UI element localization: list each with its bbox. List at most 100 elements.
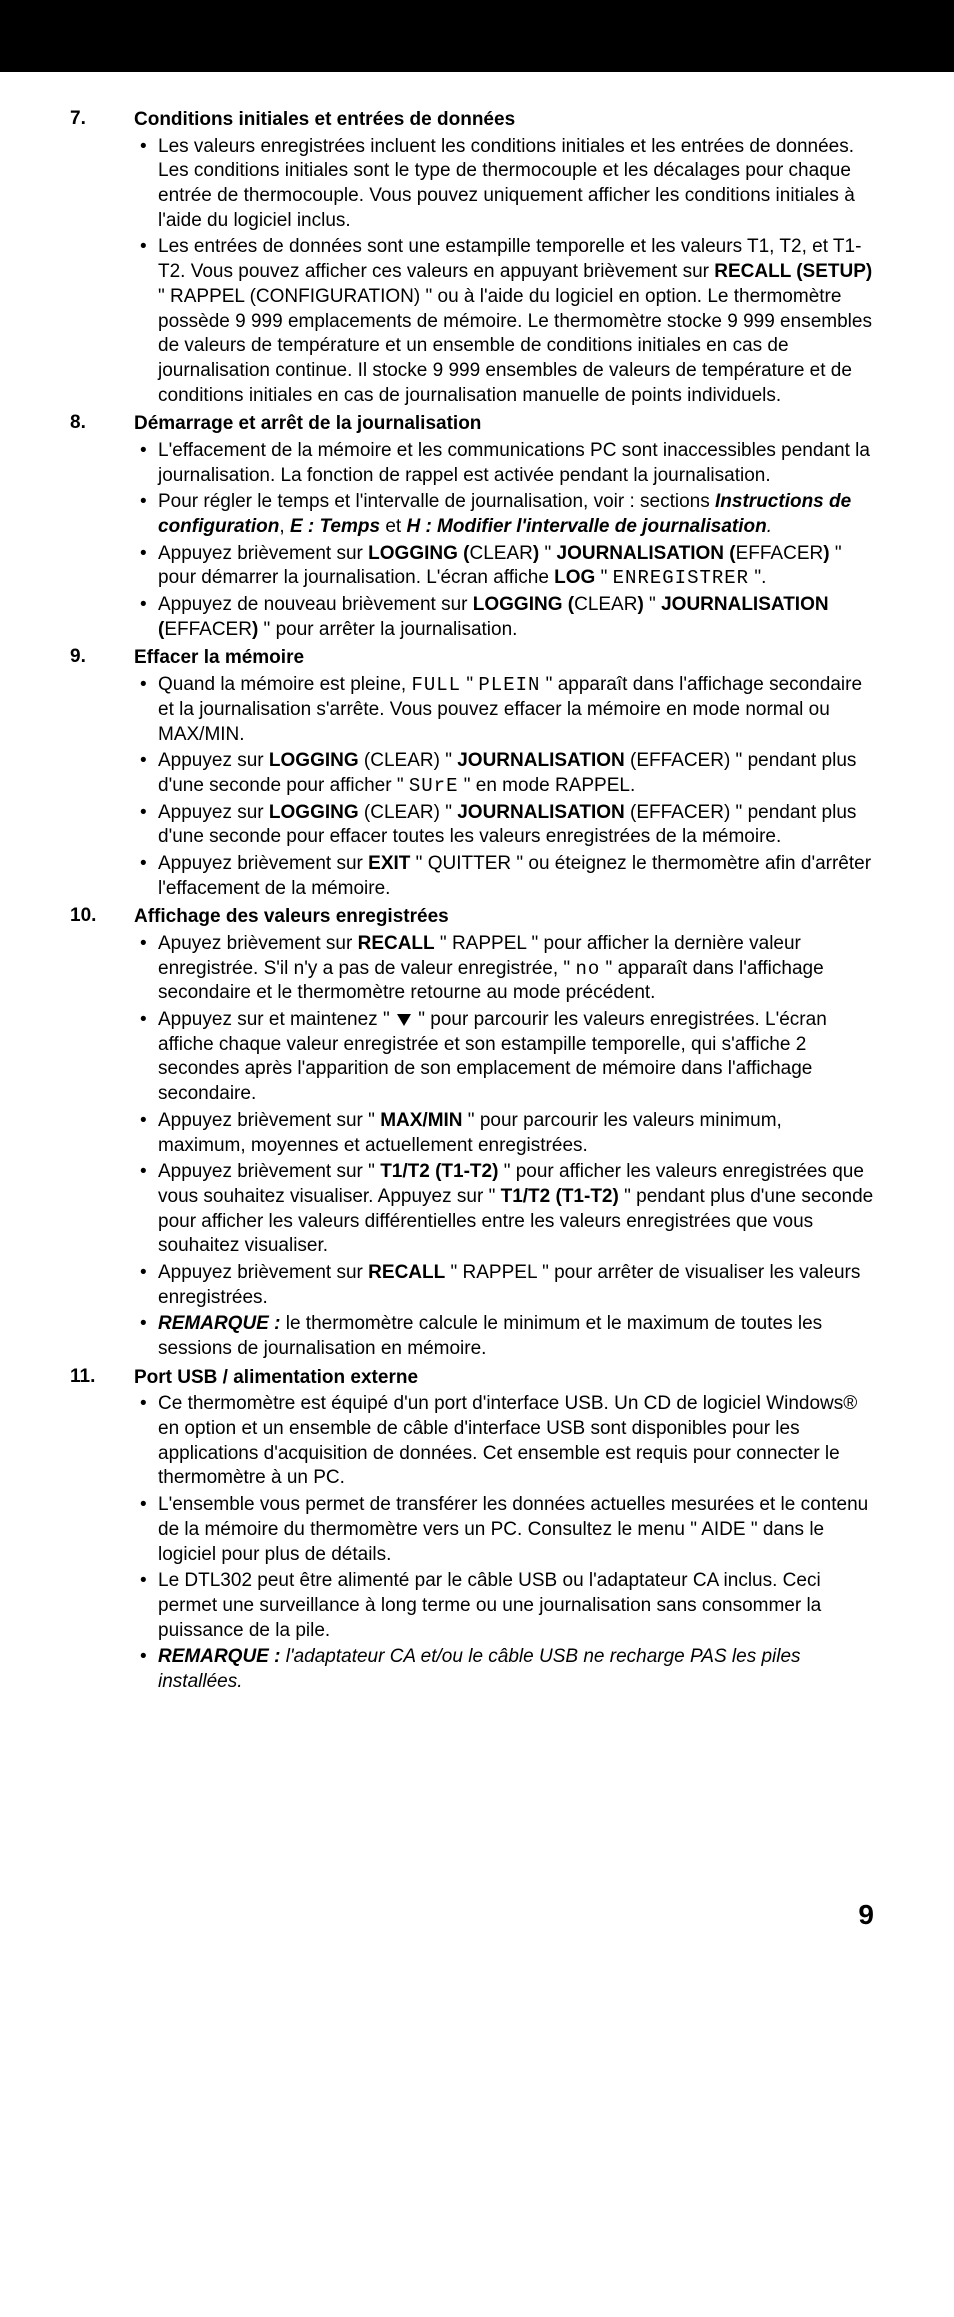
text-run: Appuyez brièvement sur " xyxy=(158,1161,380,1182)
text-run: H : Modifier l'intervalle de journalisat… xyxy=(406,516,766,537)
bullet-list: Ce thermomètre est équipé d'un port d'in… xyxy=(134,1392,874,1694)
text-run: LOGGING ( xyxy=(368,543,469,564)
section: 11.Port USB / alimentation externeCe the… xyxy=(70,1366,874,1697)
text-run: (CLEAR) " xyxy=(359,802,458,823)
text-run: " pour arrêter la journalisation. xyxy=(258,619,517,640)
text-run: FULL xyxy=(411,674,461,696)
text-run: L'effacement de la mémoire et les commun… xyxy=(158,440,870,486)
text-run: T1/T2 (T1-T2) xyxy=(380,1161,498,1182)
text-run: , xyxy=(279,516,290,537)
text-run: Appuyez brièvement sur xyxy=(158,543,368,564)
section-body: Port USB / alimentation externeCe thermo… xyxy=(134,1366,874,1697)
text-run: LOG xyxy=(554,567,595,588)
text-run: T1/T2 (T1-T2) xyxy=(501,1186,619,1207)
text-run: Appuyez brièvement sur xyxy=(158,1262,368,1283)
text-run: JOURNALISATION xyxy=(457,750,624,771)
text-run: Appuyez sur xyxy=(158,802,269,823)
text-run: Quand la mémoire est pleine, xyxy=(158,674,411,695)
section: 10.Affichage des valeurs enregistréesApu… xyxy=(70,905,874,1363)
bullet-item: Appuyez sur LOGGING (CLEAR) " JOURNALISA… xyxy=(158,749,874,798)
text-run: " en mode RAPPEL. xyxy=(458,775,635,796)
bullet-item: Appuyez de nouveau brièvement sur LOGGIN… xyxy=(158,593,874,642)
text-run: Les valeurs enregistrées incluent les co… xyxy=(158,136,855,231)
section-body: Affichage des valeurs enregistréesApuyez… xyxy=(134,905,874,1363)
text-run: RECALL xyxy=(368,1262,445,1283)
text-run: " xyxy=(461,674,478,695)
text-run: RECALL (SETUP) xyxy=(714,261,872,282)
section-number: 10. xyxy=(70,905,134,1363)
bullet-item: Quand la mémoire est pleine, FULL " PLEI… xyxy=(158,673,874,747)
section: 7.Conditions initiales et entrées de don… xyxy=(70,108,874,410)
bullet-item: Le DTL302 peut être alimenté par le câbl… xyxy=(158,1569,874,1643)
text-run: Appuyez brièvement sur xyxy=(158,853,368,874)
text-run: LOGGING ( xyxy=(473,594,574,615)
text-run: . xyxy=(767,516,772,537)
section-number: 8. xyxy=(70,412,134,644)
bullet-item: Appuyez brièvement sur " T1/T2 (T1-T2) "… xyxy=(158,1160,874,1259)
bullet-item: Appuyez brièvement sur " MAX/MIN " pour … xyxy=(158,1109,874,1158)
bullet-item: Les entrées de données sont une estampil… xyxy=(158,235,874,408)
text-run: " xyxy=(595,567,612,588)
bullet-list: Apuyez brièvement sur RECALL " RAPPEL " … xyxy=(134,932,874,1362)
section-number: 9. xyxy=(70,646,134,903)
text-run: SUrE xyxy=(409,775,459,797)
text-run: LOGGING xyxy=(269,802,359,823)
bullet-item: Apuyez brièvement sur RECALL " RAPPEL " … xyxy=(158,932,874,1006)
bullet-item: REMARQUE : le thermomètre calcule le min… xyxy=(158,1312,874,1361)
section-heading: Effacer la mémoire xyxy=(134,646,874,671)
bullet-item: Appuyez brièvement sur EXIT " QUITTER " … xyxy=(158,852,874,901)
text-run: EXIT xyxy=(368,853,410,874)
text-run: RECALL xyxy=(358,933,435,954)
section-heading: Port USB / alimentation externe xyxy=(134,1366,874,1391)
text-run: REMARQUE : xyxy=(158,1646,286,1667)
text-run: E : Temps xyxy=(290,516,380,537)
bullet-item: L'ensemble vous permet de transférer les… xyxy=(158,1493,874,1567)
bullet-item: Pour régler le temps et l'intervalle de … xyxy=(158,490,874,539)
text-run: PLEIN xyxy=(478,674,540,696)
page-content: 7.Conditions initiales et entrées de don… xyxy=(0,72,954,1739)
text-run: JOURNALISATION ( xyxy=(557,543,736,564)
page-number: 9 xyxy=(0,1739,954,1971)
text-run: Pour régler le temps et l'intervalle de … xyxy=(158,491,715,512)
bullet-list: L'effacement de la mémoire et les commun… xyxy=(134,439,874,643)
text-run: Appuyez brièvement sur " xyxy=(158,1110,380,1131)
text-run: Le DTL302 peut être alimenté par le câbl… xyxy=(158,1570,821,1640)
text-run: ENREGISTRER xyxy=(613,567,749,589)
text-run: et xyxy=(380,516,406,537)
header-bar xyxy=(0,0,954,72)
text-run: " xyxy=(644,594,661,615)
bullet-item: Appuyez sur et maintenez " " pour parcou… xyxy=(158,1008,874,1107)
bullet-item: Appuyez brièvement sur RECALL " RAPPEL "… xyxy=(158,1261,874,1310)
text-run: no xyxy=(575,958,600,980)
text-run: CLEAR xyxy=(574,594,637,615)
text-run: Appuyez de nouveau brièvement sur xyxy=(158,594,473,615)
text-run: Apuyez brièvement sur xyxy=(158,933,358,954)
text-run: EFFACER xyxy=(736,543,824,564)
text-run: Appuyez sur et maintenez " xyxy=(158,1009,395,1030)
bullet-item: Appuyez sur LOGGING (CLEAR) " JOURNALISA… xyxy=(158,801,874,850)
bullet-item: Appuyez brièvement sur LOGGING (CLEAR) "… xyxy=(158,542,874,591)
text-run: ". xyxy=(749,567,766,588)
section-number: 7. xyxy=(70,108,134,410)
section-heading: Affichage des valeurs enregistrées xyxy=(134,905,874,930)
section-number: 11. xyxy=(70,1366,134,1697)
bullet-list: Quand la mémoire est pleine, FULL " PLEI… xyxy=(134,673,874,901)
text-run: " RAPPEL (CONFIGURATION) " ou à l'aide d… xyxy=(158,286,872,406)
text-run: Appuyez sur xyxy=(158,750,269,771)
bullet-list: Les valeurs enregistrées incluent les co… xyxy=(134,135,874,409)
text-run: Ce thermomètre est équipé d'un port d'in… xyxy=(158,1393,857,1488)
section-heading: Démarrage et arrêt de la journalisation xyxy=(134,412,874,437)
section-body: Effacer la mémoireQuand la mémoire est p… xyxy=(134,646,874,903)
text-run: MAX/MIN xyxy=(380,1110,462,1131)
section: 9.Effacer la mémoireQuand la mémoire est… xyxy=(70,646,874,903)
text-run: REMARQUE : xyxy=(158,1313,286,1334)
text-run: L'ensemble vous permet de transférer les… xyxy=(158,1494,868,1564)
section-heading: Conditions initiales et entrées de donné… xyxy=(134,108,874,133)
text-run: (CLEAR) " xyxy=(359,750,458,771)
bullet-item: REMARQUE : l'adaptateur CA et/ou le câbl… xyxy=(158,1645,874,1694)
section-body: Conditions initiales et entrées de donné… xyxy=(134,108,874,410)
down-arrow-icon xyxy=(397,1014,411,1026)
section-body: Démarrage et arrêt de la journalisation L… xyxy=(134,412,874,644)
bullet-item: L'effacement de la mémoire et les commun… xyxy=(158,439,874,488)
text-run: CLEAR xyxy=(470,543,533,564)
